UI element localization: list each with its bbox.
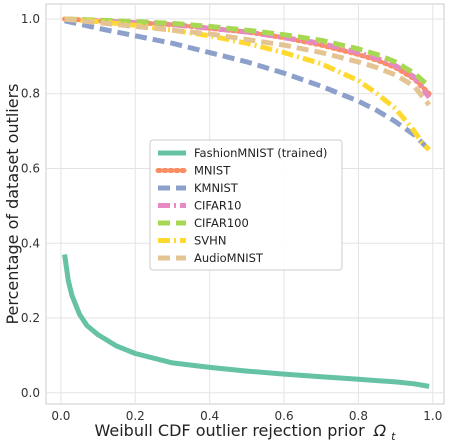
x-tick-label: 0.6 xyxy=(275,409,294,423)
series-line-audiomnist xyxy=(64,16,432,107)
x-tick-label: 0.4 xyxy=(200,409,219,423)
legend: FashionMNIST (trained) MNIST KMNIST CIFAR10… xyxy=(149,139,343,271)
legend-label: CIFAR10 xyxy=(194,199,241,213)
legend-label: MNIST xyxy=(194,164,231,178)
series-lines xyxy=(62,16,432,389)
legend-label: CIFAR100 xyxy=(194,216,249,230)
series-line-kmnist xyxy=(64,18,431,152)
y-tick-label: 0.4 xyxy=(21,236,40,250)
ticks: 0.0 0.2 0.4 0.6 0.8 1.0 0.0 0.2 0.4 0.6 0.8 1.0 xyxy=(21,12,442,423)
x-axis-label-subscript: t xyxy=(391,430,396,443)
x-axis-label: Weibull CDF outlier rejection prior Ω t xyxy=(94,421,396,443)
series-line-cifar100 xyxy=(64,16,431,89)
y-tick-label: 0.0 xyxy=(21,386,40,400)
y-tick-label: 1.0 xyxy=(21,12,40,26)
series-line-fashionmnist-trained xyxy=(62,254,430,389)
y-tick-label: 0.2 xyxy=(21,311,40,325)
legend-label: KMNIST xyxy=(194,181,239,195)
x-tick-label: 0.8 xyxy=(349,409,368,423)
y-tick-label: 0.6 xyxy=(21,161,40,175)
x-tick-label: 0.0 xyxy=(51,409,70,423)
x-axis-label-symbol: Ω xyxy=(373,421,387,440)
x-tick-label: 0.2 xyxy=(126,409,145,423)
legend-frame xyxy=(149,139,343,271)
legend-label: FashionMNIST (trained) xyxy=(194,146,327,160)
legend-label: AudioMNIST xyxy=(194,251,264,265)
y-axis-label: Percentage of dataset outliers xyxy=(3,83,22,324)
legend-label: SVHN xyxy=(194,234,226,248)
series-line-cifar10 xyxy=(64,16,432,99)
x-tick-label: 1.0 xyxy=(423,409,442,423)
x-axis-label-text: Weibull CDF outlier rejection prior xyxy=(94,421,365,440)
y-tick-label: 0.8 xyxy=(21,87,40,101)
